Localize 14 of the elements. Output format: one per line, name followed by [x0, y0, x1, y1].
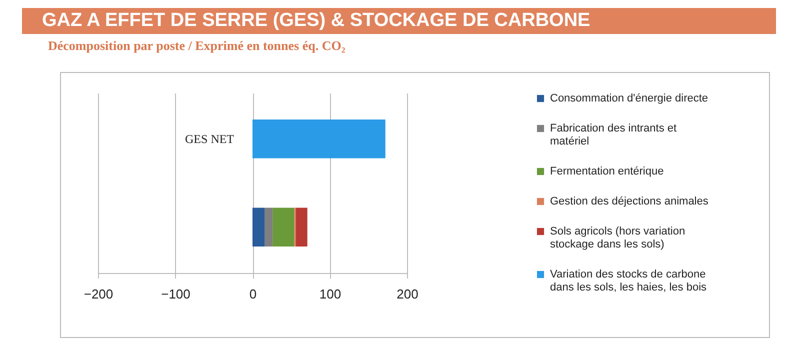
- legend-label: Variation des stocks de carbone dans les sols, les haies, les bois: [550, 268, 708, 294]
- legend-label: Fermentation entérique: [550, 166, 664, 178]
- chart-title: GAZ A EFFET DE SERRE (GES) & STOCKAGE DE CARBONE: [22, 8, 776, 34]
- x-tick-label: −200: [84, 286, 114, 302]
- legend-label: Sols agricols (hors variation stockage dans les sols): [550, 226, 686, 250]
- x-tick-label: 100: [319, 286, 342, 302]
- legend-label: Gestion des déjections animales: [550, 196, 709, 208]
- legend-label: Consommation d'énergie directe: [550, 92, 708, 104]
- x-tick-label: 200: [396, 286, 418, 302]
- x-tick-label: 0: [249, 286, 257, 302]
- legend-label: Fabrication des intrants et matériel: [550, 122, 677, 148]
- x-tick-label: −100: [161, 286, 190, 302]
- chart-subtitle: Décomposition par poste / Exprimé en tonnes éq. CO₂: [48, 38, 346, 54]
- y-tick-label: GES NET: [185, 132, 235, 146]
